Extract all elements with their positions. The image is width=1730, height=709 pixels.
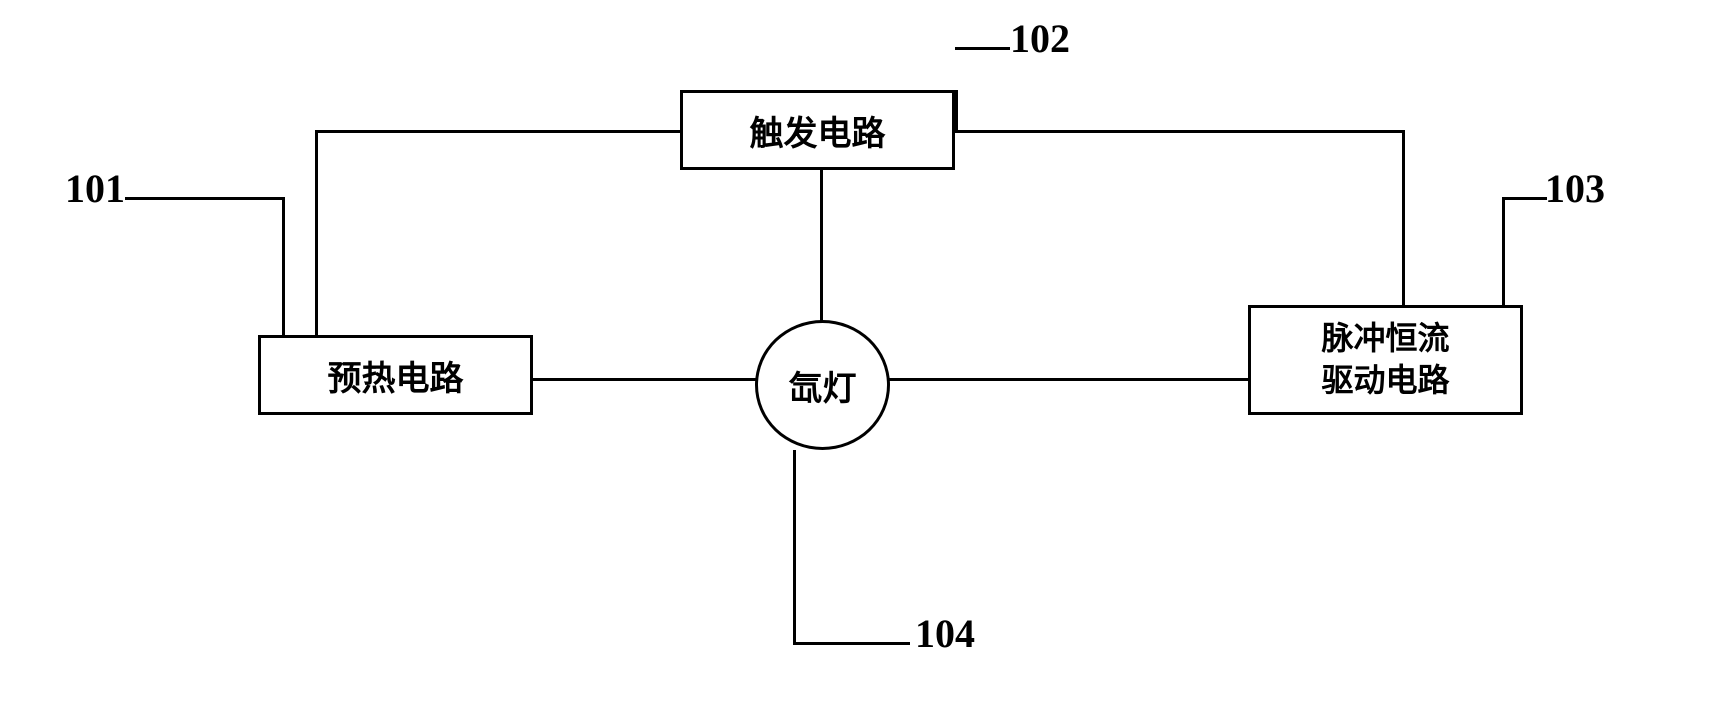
ref-label-103: 103 bbox=[1545, 165, 1605, 212]
connector-line bbox=[888, 378, 1248, 381]
connector-line bbox=[955, 47, 1010, 50]
ref-label-102: 102 bbox=[1010, 15, 1070, 62]
trigger-circuit-box: 触发电路 bbox=[680, 90, 955, 170]
connector-line bbox=[125, 197, 285, 200]
ref-label-104: 104 bbox=[915, 610, 975, 657]
connector-line bbox=[793, 450, 796, 645]
connector-line bbox=[1402, 130, 1405, 305]
pulse-driver-label: 脉冲恒流驱动电路 bbox=[1321, 318, 1449, 401]
ref-label-101: 101 bbox=[65, 165, 125, 212]
xenon-lamp-node: 氙灯 bbox=[755, 320, 890, 450]
pulse-driver-box: 脉冲恒流驱动电路 bbox=[1248, 305, 1523, 415]
xenon-lamp-label: 氙灯 bbox=[789, 361, 857, 410]
connector-line bbox=[955, 90, 958, 130]
connector-line bbox=[793, 642, 910, 645]
connector-line bbox=[315, 130, 680, 133]
connector-line bbox=[315, 130, 318, 335]
preheat-circuit-label: 预热电路 bbox=[328, 351, 464, 400]
connector-line bbox=[533, 378, 758, 381]
connector-line bbox=[820, 170, 823, 323]
connector-line bbox=[282, 197, 285, 337]
connector-line bbox=[1502, 197, 1505, 305]
trigger-circuit-label: 触发电路 bbox=[750, 106, 886, 155]
connector-line bbox=[1502, 197, 1547, 200]
preheat-circuit-box: 预热电路 bbox=[258, 335, 533, 415]
connector-line bbox=[955, 130, 1405, 133]
